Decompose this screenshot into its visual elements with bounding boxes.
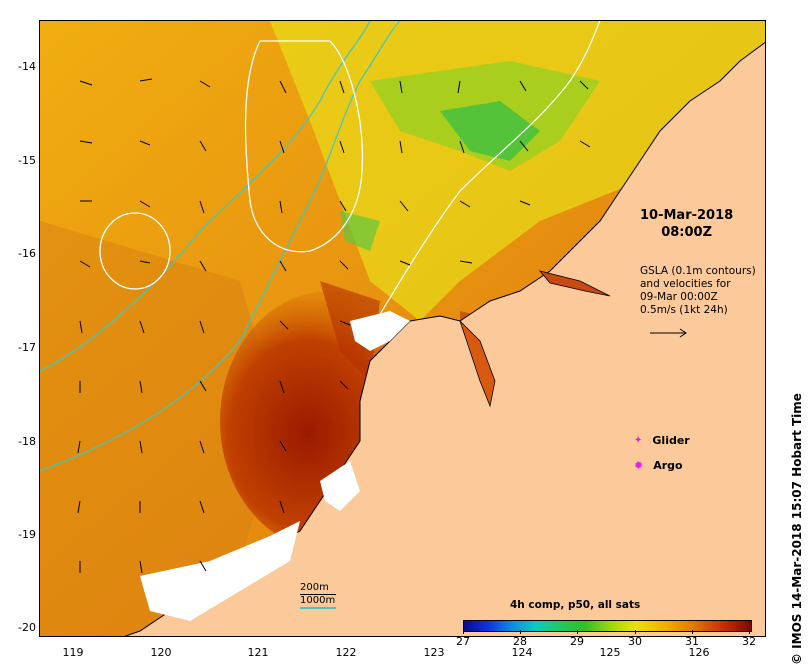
map-panel [39, 20, 766, 637]
colorbar-tick [520, 630, 521, 634]
gsla-note-line: GSLA (0.1m contours) [640, 265, 756, 277]
gsla-note-line: 0.5m/s (1kt 24h) [640, 304, 728, 316]
gsla-note-line: and velocities for [640, 278, 731, 290]
gsla-note-line: 09-Mar 00:00Z [640, 291, 718, 303]
x-tick-label: 123 [423, 646, 445, 659]
contour-legend-200m: 200m [300, 582, 329, 593]
y-tick-label: -16 [18, 247, 36, 260]
x-tick-label: 122 [335, 646, 357, 659]
y-tick-label: -14 [18, 60, 36, 73]
contour-200m [40, 21, 371, 372]
land-area [125, 42, 765, 636]
y-tick-label: -20 [18, 621, 36, 634]
colorbar-label: 30 [628, 635, 642, 648]
colorbar-label: 31 [685, 635, 699, 648]
colorbar [463, 620, 752, 632]
x-tick-label: 125 [599, 646, 621, 659]
gsla-note: GSLA (0.1m contours) and velocities for … [640, 265, 756, 317]
timestamp-date: 10-Mar-2018 [640, 208, 734, 223]
contour-1000m [40, 21, 401, 472]
x-tick-label: 124 [511, 646, 533, 659]
contour-legend-1000m: 1000m [300, 595, 336, 606]
sst-map [40, 21, 765, 636]
timestamp-time: 08:00Z [661, 225, 712, 240]
x-tick-label: 119 [62, 646, 84, 659]
y-tick-label: -18 [18, 435, 36, 448]
timestamp-label: 10-Mar-2018 08:00Z [640, 207, 733, 241]
colorbar-label: 32 [742, 635, 756, 648]
legend-glider-label: Glider [652, 434, 690, 447]
x-tick-label: 121 [247, 646, 269, 659]
colorbar-tick [749, 630, 750, 634]
colorbar-label: 29 [570, 635, 584, 648]
glider-marker-icon: ✦ [634, 435, 643, 446]
x-tick-label: 126 [688, 646, 710, 659]
velocity-scale-arrow [650, 328, 687, 338]
contour-legend-line-1000m [300, 607, 336, 609]
legend-argo: ✹ Argo [634, 459, 683, 472]
y-tick-label: -15 [18, 154, 36, 167]
y-tick-label: -17 [18, 341, 36, 354]
x-tick-label: 120 [150, 646, 172, 659]
colorbar-tick [577, 630, 578, 634]
colorbar-tick [635, 630, 636, 634]
contour-legend: 200m 1000m [300, 581, 335, 607]
colorbar-label: 27 [456, 635, 470, 648]
legend-glider: ✦ Glider [634, 434, 690, 447]
colorbar-title: 4h comp, p50, all sats [510, 599, 641, 611]
colorbar-label: 28 [513, 635, 527, 648]
y-tick-label: -19 [18, 528, 36, 541]
argo-marker-icon: ✹ [634, 459, 644, 472]
credit-label: © IMOS 14-Mar-2018 15:07 Hobart Time [790, 393, 804, 665]
colorbar-tick [692, 630, 693, 634]
colorbar-tick [463, 630, 464, 634]
contour-legend-line-200m [300, 594, 336, 595]
legend-argo-label: Argo [653, 459, 683, 472]
velocity-arrows [77, 78, 591, 574]
